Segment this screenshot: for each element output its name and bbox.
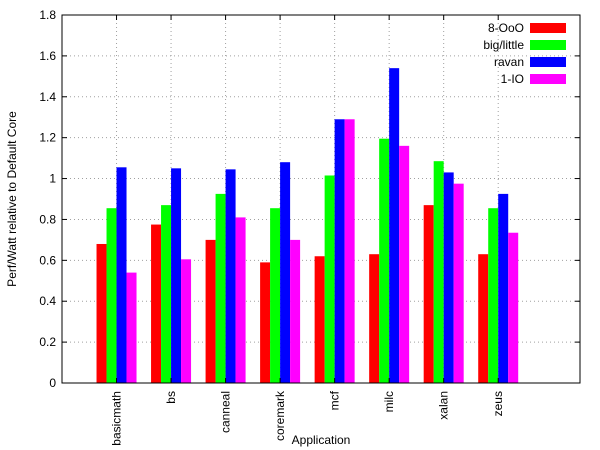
legend-label: big/little	[483, 38, 524, 52]
bar-bs-big-little	[161, 205, 172, 383]
bar-bs-8-ooo	[151, 224, 162, 383]
bar-milc-8-ooo	[369, 254, 380, 383]
y-tick-label: 1.4	[39, 90, 56, 104]
bar-xalan-big-little	[433, 161, 444, 383]
y-tick-label: 0.4	[39, 294, 56, 308]
y-tick-label: 0.2	[39, 335, 56, 349]
bar-zeus-8-ooo	[478, 254, 489, 383]
bar-bs-1-io	[181, 259, 192, 383]
x-tick-label: bs	[164, 391, 178, 404]
bar-milc-ravan	[389, 68, 400, 384]
bar-canneal-big-little	[215, 193, 226, 383]
x-tick-label: zeus	[491, 391, 505, 416]
legend-label: 1-IO	[501, 72, 524, 86]
legend-swatch	[530, 57, 566, 67]
bar-milc-1-io	[399, 145, 410, 383]
y-tick-label: 1.6	[39, 49, 56, 63]
bar-mcf-8-ooo	[314, 256, 325, 383]
bar-coremark-big-little	[270, 208, 281, 383]
bar-coremark-1-io	[290, 239, 301, 383]
x-axis-label: Application	[292, 433, 351, 447]
y-tick-label: 1	[49, 172, 56, 186]
bar-canneal-8-ooo	[205, 239, 216, 383]
plot-frame	[61, 14, 581, 384]
axis-ticks: 0 0.2 0.4 0.6 0.8 1 1.2 1.4 1.6 1.8 basicmath bs can…	[39, 8, 580, 446]
bar-basicmath-1-io	[126, 272, 137, 383]
y-axis-label: Perf/Watt relative to Default Core	[5, 111, 19, 287]
y-tick-label: 0.8	[39, 212, 56, 226]
y-tick-label: 0.6	[39, 253, 56, 267]
bar-basicmath-ravan	[116, 167, 127, 383]
x-tick-label: milc	[382, 391, 396, 412]
legend-swatch	[530, 23, 566, 33]
bar-milc-big-little	[379, 138, 390, 383]
legend-swatch	[530, 40, 566, 50]
bar-xalan-ravan	[443, 172, 454, 383]
bar-mcf-ravan	[334, 119, 345, 384]
bar-coremark-8-ooo	[260, 262, 271, 383]
bar-xalan-8-ooo	[423, 205, 434, 383]
y-tick-label: 1.8	[39, 8, 56, 22]
bar-xalan-1-io	[453, 183, 464, 383]
legend-swatch	[530, 74, 566, 84]
bar-mcf-1-io	[344, 119, 355, 384]
bar-basicmath-big-little	[106, 208, 117, 383]
legend: 8-OoO big/little ravan 1-IO	[483, 21, 566, 86]
bar-zeus-ravan	[498, 193, 509, 383]
bars	[96, 68, 519, 384]
bar-mcf-big-little	[324, 175, 335, 383]
x-tick-label: basicmath	[110, 391, 124, 446]
x-tick-label: coremark	[273, 390, 287, 441]
bar-coremark-ravan	[280, 162, 291, 383]
legend-label: ravan	[494, 55, 524, 69]
bar-zeus-big-little	[488, 208, 499, 383]
x-tick-label: xalan	[437, 391, 451, 420]
bar-basicmath-8-ooo	[96, 243, 107, 383]
y-tick-label: 1.2	[39, 131, 56, 145]
legend-label: 8-OoO	[488, 21, 524, 35]
bar-canneal-ravan	[225, 169, 236, 383]
bar-bs-ravan	[171, 168, 182, 383]
bar-zeus-1-io	[508, 232, 519, 383]
y-tick-label: 0	[49, 376, 56, 390]
bar-canneal-1-io	[235, 217, 246, 383]
x-tick-label: mcf	[328, 390, 342, 410]
x-tick-label: canneal	[219, 391, 233, 433]
